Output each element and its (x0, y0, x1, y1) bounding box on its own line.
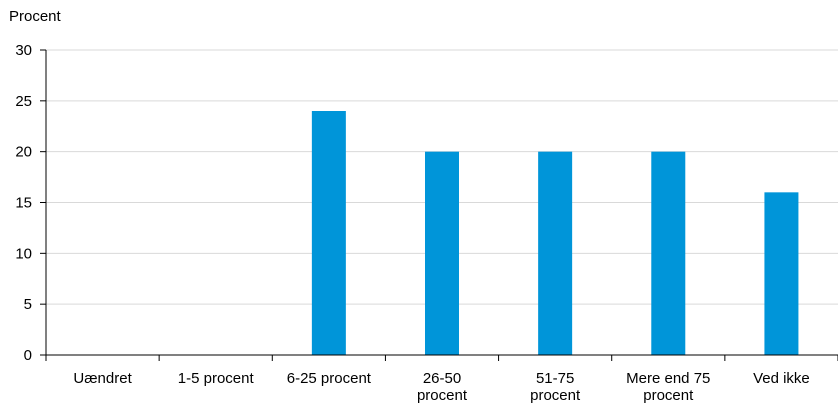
bar (538, 151, 573, 355)
y-axis-label: Procent (9, 8, 61, 25)
bar (425, 151, 459, 355)
y-tick-label: 5 (24, 296, 32, 313)
bar (764, 192, 799, 355)
x-tick-label: 1-5 procent (178, 370, 255, 387)
y-tick-label: 0 (24, 347, 32, 364)
x-tick-label: Mere end 75 procent (626, 370, 710, 404)
x-tick-label: 6-25 procent (287, 370, 372, 387)
y-tick-label: 20 (15, 144, 32, 161)
bar (311, 111, 346, 355)
x-tick-label: 51-75 procent (530, 370, 581, 404)
x-tick-label: Ved ikke (753, 370, 810, 387)
y-tick-label: 10 (15, 245, 32, 262)
x-tick-label: 26-50 procent (417, 370, 468, 404)
y-tick-label: 15 (15, 195, 32, 212)
y-tick-label: 25 (15, 93, 32, 110)
bar (651, 151, 686, 355)
x-tick-label: Uændret (73, 370, 132, 387)
y-tick-label: 30 (15, 42, 32, 59)
